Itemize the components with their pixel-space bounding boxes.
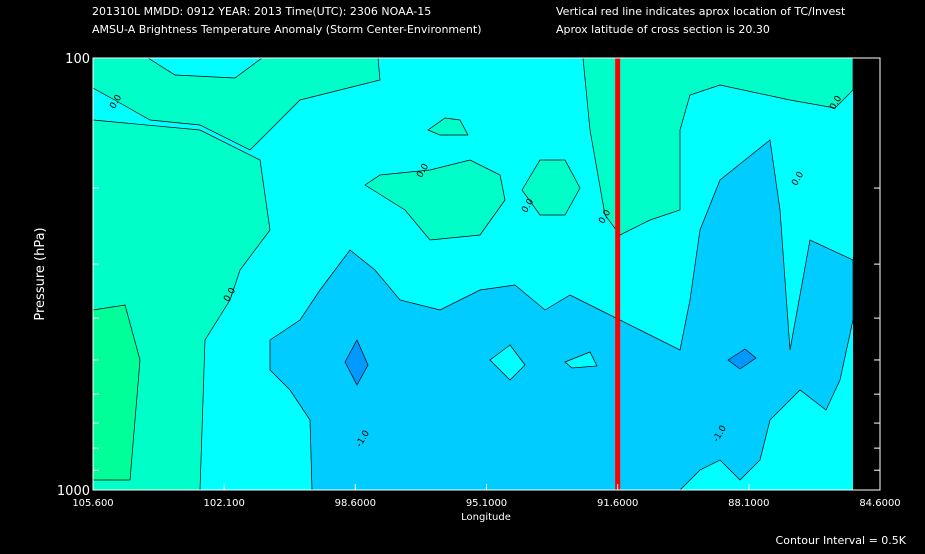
x-tick-label: 98.6000 <box>335 498 376 509</box>
x-tick-label: 88.1000 <box>728 498 769 509</box>
level-region <box>582 57 854 236</box>
level-region <box>427 117 469 136</box>
level-region <box>92 57 381 151</box>
level-region <box>727 348 757 370</box>
level-region <box>489 344 526 381</box>
x-tick-label: 95.1000 <box>466 498 507 509</box>
level-region <box>564 351 598 369</box>
x-tick-label: 91.6000 <box>597 498 638 509</box>
x-tick-label: 102.100 <box>203 498 244 509</box>
header: AMSU-A Brightness Temperature Anomaly (S… <box>92 23 482 36</box>
level-region <box>344 339 369 386</box>
header: Vertical red line indicates aprox locati… <box>556 5 846 18</box>
y-tick-label: 1000 <box>57 484 90 499</box>
x-tick-label: 105.600 <box>72 498 113 509</box>
level-region <box>269 139 854 491</box>
footer: Contour Interval = 0.5K <box>776 534 907 547</box>
y-tick-label: 100 <box>65 52 90 67</box>
level-region <box>521 159 581 216</box>
y-axis-label: Pressure (hPa) <box>33 227 48 320</box>
header: Aprox latitude of cross section is 20.30 <box>556 23 770 36</box>
header: 201310L MMDD: 0912 YEAR: 2013 Time(UTC):… <box>92 5 431 18</box>
x-tick-label: 84.6000 <box>859 498 900 509</box>
x-axis-label: Longitude <box>461 512 511 523</box>
level-region <box>364 159 506 241</box>
